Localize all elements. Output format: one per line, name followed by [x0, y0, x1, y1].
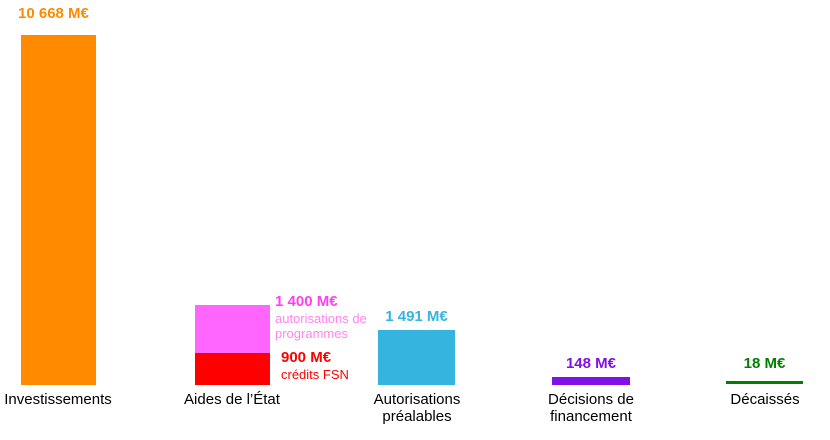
- x-label-investissements: Investissements: [4, 391, 112, 408]
- sub-label-autorisations-programmes: autorisations de programmes: [275, 311, 367, 341]
- bar-aides-autorisations-programmes: [195, 305, 270, 353]
- bar-decaisses: [726, 381, 803, 384]
- bar-aides-credits-fsn: [195, 353, 270, 385]
- bar-investissements: [21, 35, 96, 385]
- x-label-decaisses: Décaissés: [730, 391, 800, 408]
- x-label-aides-de-l-etat: Aides de l’État: [184, 391, 280, 408]
- sub-label-credits-fsn: crédits FSN: [281, 367, 349, 382]
- value-label-autorisations-programmes: 1 400 M€: [275, 293, 338, 310]
- bar-decisions-financement: [552, 377, 630, 385]
- bar-autorisations-prealables: [378, 330, 455, 385]
- value-label-decisions-financement: 148 M€: [565, 355, 617, 372]
- x-label-autorisations-prealables: Autorisations préalables: [373, 391, 461, 425]
- value-label-autorisations-prealables: 1 491 M€: [385, 308, 448, 325]
- x-label-decisions-de-financement: Décisions de financement: [548, 391, 634, 425]
- value-label-decaisses: 18 M€: [743, 355, 786, 372]
- value-label-investissements: 10 668 M€: [18, 5, 89, 22]
- value-label-credits-fsn: 900 M€: [281, 349, 332, 366]
